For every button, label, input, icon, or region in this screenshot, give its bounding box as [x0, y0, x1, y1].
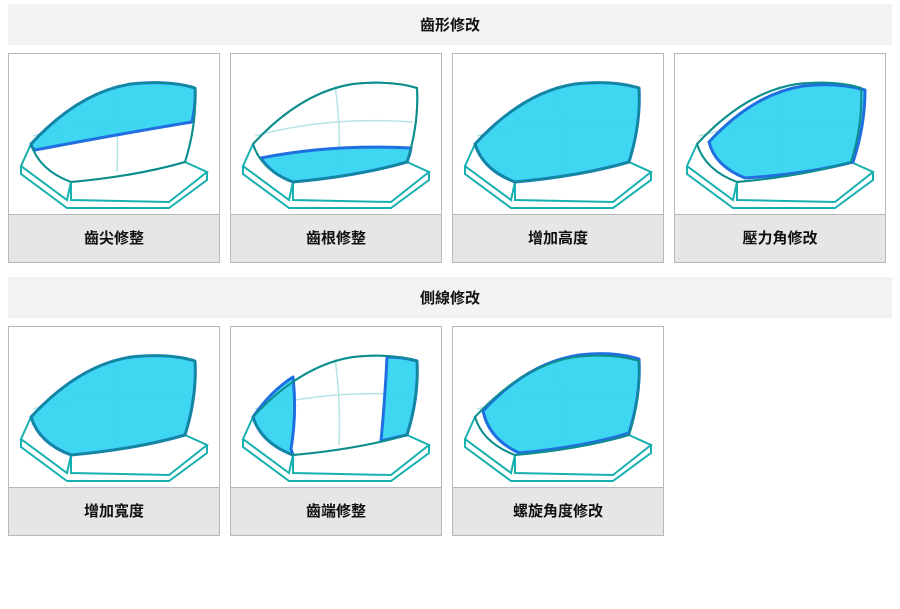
card-root-relief[interactable]: 齒根修整	[230, 53, 442, 263]
card-crowning-width[interactable]: 增加寬度	[8, 326, 220, 536]
pressure-angle-diagram	[675, 54, 885, 214]
card-pressure-angle[interactable]: 壓力角修改	[674, 53, 886, 263]
card-pressure-angle-label: 壓力角修改	[675, 214, 885, 262]
section-flank-line: 側線修改 增加寬度 齒端修整	[8, 277, 892, 536]
card-end-relief-label: 齒端修整	[231, 487, 441, 535]
crowning-height-highlight	[475, 83, 639, 182]
section-flank-line-row: 增加寬度 齒端修整 螺旋角度修改	[8, 326, 892, 536]
crowning-width-highlight	[31, 356, 195, 455]
card-helix-angle-label: 螺旋角度修改	[453, 487, 663, 535]
card-crowning-height[interactable]: 增加高度	[452, 53, 664, 263]
section-flank-line-title: 側線修改	[8, 277, 892, 318]
card-helix-angle[interactable]: 螺旋角度修改	[452, 326, 664, 536]
tip-relief-diagram	[9, 54, 219, 214]
section-profile: 齒形修改 齒尖修整 齒根修整	[8, 4, 892, 263]
section-profile-title: 齒形修改	[8, 4, 892, 45]
card-crowning-width-label: 增加寬度	[9, 487, 219, 535]
helix-angle-diagram	[453, 327, 663, 487]
card-end-relief[interactable]: 齒端修整	[230, 326, 442, 536]
section-profile-row: 齒尖修整 齒根修整 增加高度	[8, 53, 892, 263]
card-tip-relief-label: 齒尖修整	[9, 214, 219, 262]
crowning-width-diagram	[9, 327, 219, 487]
card-crowning-height-label: 增加高度	[453, 214, 663, 262]
card-root-relief-label: 齒根修整	[231, 214, 441, 262]
card-tip-relief[interactable]: 齒尖修整	[8, 53, 220, 263]
end-relief-diagram	[231, 327, 441, 487]
crowning-height-diagram	[453, 54, 663, 214]
root-relief-diagram	[231, 54, 441, 214]
